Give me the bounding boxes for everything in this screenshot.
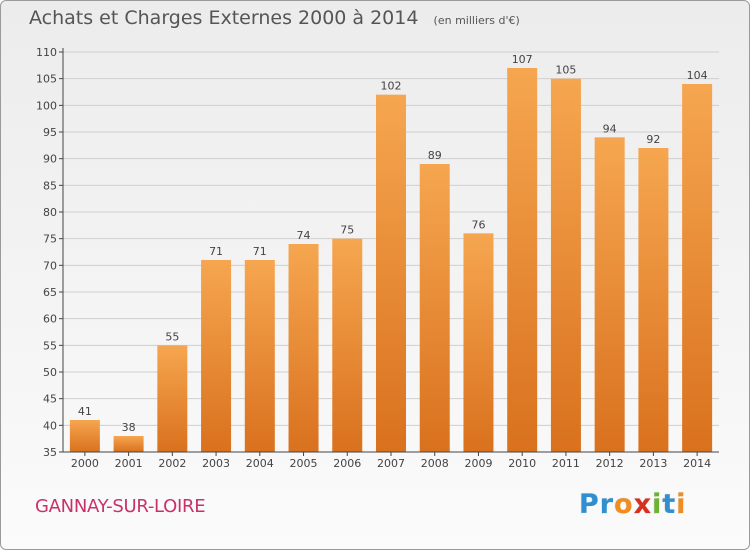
axes: 35 40 45 50 55 60 65 70 75 80 85 90 95 100 105 110 2000 2… — [36, 46, 719, 470]
bar-2005 — [288, 244, 319, 452]
data-label: 89 — [428, 149, 442, 162]
data-label: 55 — [165, 330, 179, 343]
logo-letter: i — [676, 489, 687, 520]
bar-2007 — [376, 94, 406, 453]
logo-letter: P — [579, 489, 600, 520]
x-tick-label: 2006 — [333, 457, 361, 470]
logo-letter: t — [662, 489, 677, 520]
data-label: 92 — [646, 133, 660, 146]
y-tick-label: 95 — [43, 126, 57, 139]
data-label: 76 — [471, 218, 485, 231]
data-label: 107 — [512, 53, 533, 66]
commune-name: GANNAY-SUR-LOIRE — [35, 496, 206, 517]
y-tick-label: 90 — [43, 153, 57, 166]
bar-2003 — [201, 260, 232, 452]
x-tick-label: 2004 — [246, 457, 274, 470]
data-label: 102 — [381, 80, 402, 93]
logo-letter: x — [633, 489, 653, 520]
logo-letter: i — [652, 489, 663, 520]
data-label: 38 — [122, 421, 136, 434]
x-tick-label: 2007 — [377, 457, 405, 470]
data-label: 104 — [687, 69, 708, 82]
chart-subtitle: (en milliers d'€) — [433, 14, 520, 27]
y-tick-label: 50 — [43, 366, 57, 379]
bar-2000 — [69, 420, 100, 452]
proxiti-logo[interactable]: Proxiti — [579, 489, 687, 520]
x-tick-label: 2013 — [639, 457, 667, 470]
bar-2010 — [507, 68, 538, 452]
y-tick-label: 35 — [43, 446, 57, 459]
logo-letter: o — [614, 489, 634, 520]
y-tick-label: 75 — [43, 233, 57, 246]
y-tick-label: 105 — [36, 73, 57, 86]
bar-2011 — [550, 78, 581, 453]
data-label: 75 — [340, 224, 354, 237]
data-label: 71 — [209, 245, 223, 258]
x-tick-label: 2014 — [683, 457, 711, 470]
chart-title-row: Achats et Charges Externes 2000 à 2014 (… — [29, 7, 520, 29]
x-tick-label: 2011 — [552, 457, 580, 470]
data-label: 105 — [555, 64, 576, 77]
bar-2013 — [638, 148, 669, 452]
y-tick-label: 45 — [43, 393, 57, 406]
bar-2012 — [594, 137, 625, 453]
x-tick-label: 2000 — [71, 457, 99, 470]
x-tick-label: 2012 — [596, 457, 624, 470]
data-label: 94 — [603, 122, 617, 135]
y-tick-label: 80 — [43, 206, 57, 219]
bar-2009 — [463, 233, 494, 452]
data-label: 74 — [297, 229, 311, 242]
y-tick-label: 70 — [43, 259, 57, 272]
bar-2001 — [113, 436, 144, 452]
x-tick-label: 2001 — [115, 457, 143, 470]
y-tick-label: 40 — [43, 419, 57, 432]
bar-2008 — [419, 164, 450, 452]
x-tick-label: 2002 — [158, 457, 186, 470]
bar-2006 — [332, 238, 363, 452]
data-label: 71 — [253, 245, 267, 258]
data-label: 41 — [78, 405, 92, 418]
bar-2004 — [244, 260, 275, 452]
bar-2014 — [682, 84, 713, 452]
y-tick-label: 85 — [43, 179, 57, 192]
y-tick-label: 110 — [36, 46, 57, 59]
x-tick-label: 2010 — [508, 457, 536, 470]
bars — [69, 68, 713, 453]
x-tick-label: 2009 — [464, 457, 492, 470]
y-tick-label: 65 — [43, 286, 57, 299]
bar-2002 — [157, 345, 188, 452]
y-tick-label: 60 — [43, 313, 57, 326]
x-tick-label: 2008 — [421, 457, 449, 470]
logo-letter: r — [599, 489, 615, 520]
chart-title: Achats et Charges Externes 2000 à 2014 — [29, 7, 419, 29]
x-tick-label: 2003 — [202, 457, 230, 470]
data-labels: 41 38 55 71 71 74 75 102 89 76 107 105 94 92 104 — [78, 53, 708, 434]
x-tick-label: 2005 — [290, 457, 318, 470]
y-tick-label: 100 — [36, 99, 57, 112]
y-tick-label: 55 — [43, 339, 57, 352]
